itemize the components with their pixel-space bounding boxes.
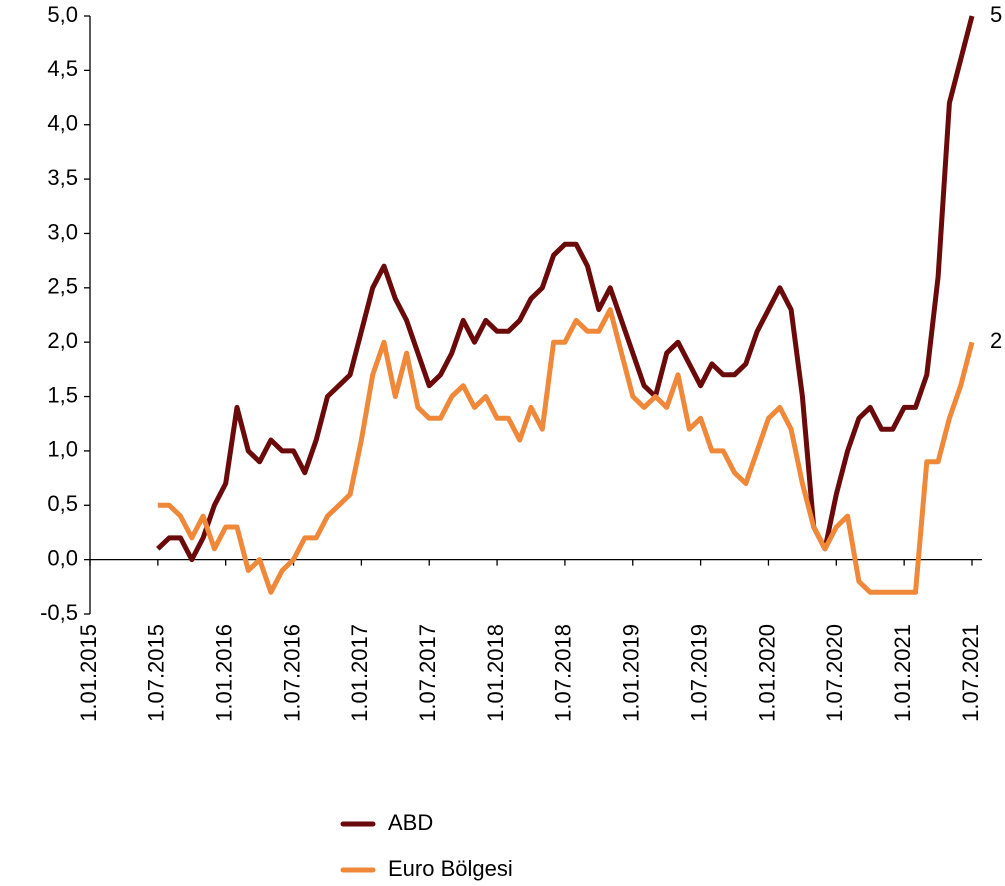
x-tick-label: 1.01.2020 [754,624,779,722]
x-tick-label: 1.01.2015 [76,624,101,722]
legend-label: Euro Bölgesi [388,856,513,881]
series-line [157,307,975,595]
x-tick-label: 1.01.2016 [212,624,237,722]
end-label: 5 [990,2,1002,27]
x-tick-label: 1.07.2017 [415,624,440,722]
x-tick-label: 1.07.2016 [279,624,304,722]
y-tick-label: 4,0 [47,111,78,136]
x-tick-label: 1.07.2019 [686,624,711,722]
x-tick-label: 1.01.2017 [347,624,372,722]
y-tick-label: 0,0 [47,545,78,570]
y-tick-label: 0,5 [47,491,78,516]
x-tick-label: 1.07.2020 [822,624,847,722]
y-tick-label: 1,5 [47,382,78,407]
y-tick-label: 4,5 [47,56,78,81]
x-tick-label: 1.07.2021 [958,624,983,722]
x-tick-label: 1.07.2018 [551,624,576,722]
x-tick-label: 1.01.2018 [483,624,508,722]
y-tick-label: 3,0 [47,219,78,244]
y-tick-label: 2,0 [47,328,78,353]
x-tick-label: 1.01.2021 [890,624,915,722]
legend-label: ABD [388,810,433,835]
series-line [156,15,975,563]
y-tick-label: 5,0 [47,2,78,27]
end-label: 2 [990,328,1002,353]
y-tick-label: 3,5 [47,165,78,190]
y-tick-label: 1,0 [47,437,78,462]
y-tick-label: -0,5 [40,600,78,625]
x-tick-label: 1.07.2015 [144,624,169,722]
y-tick-label: 2,5 [47,274,78,299]
x-tick-label: 1.01.2019 [619,624,644,722]
